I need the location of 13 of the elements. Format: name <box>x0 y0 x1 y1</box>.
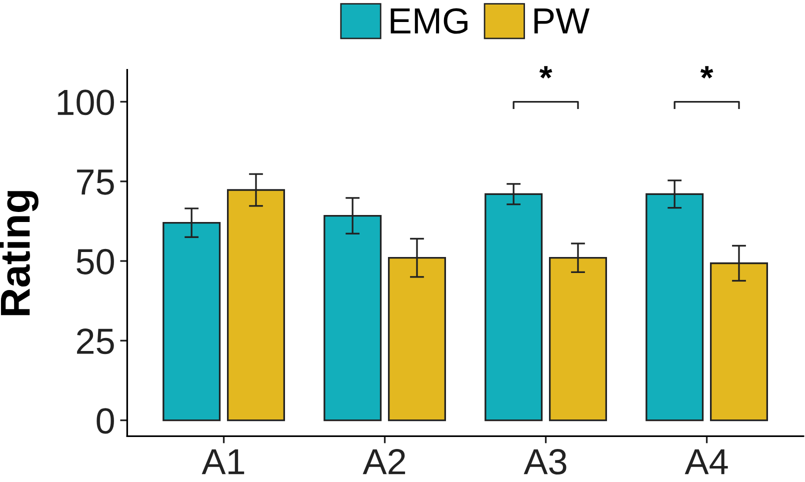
y-tick-label: 100 <box>58 90 114 116</box>
x-tick-label: A3 <box>524 448 566 475</box>
legend-label: EMG <box>390 8 468 34</box>
y-tick-label: 50 <box>76 248 114 274</box>
annotation: * <box>539 66 552 78</box>
legend-label: PW <box>534 8 590 34</box>
y-tick-label: 25 <box>77 328 114 354</box>
x-tick-label: A2 <box>362 448 406 474</box>
x-tick-label: A4 <box>684 449 728 474</box>
y-tick-label: 0 <box>96 408 114 434</box>
annotation: * <box>700 66 714 78</box>
x-tick-label: A1 <box>202 449 244 474</box>
y-tick-label: 75 <box>77 170 114 195</box>
